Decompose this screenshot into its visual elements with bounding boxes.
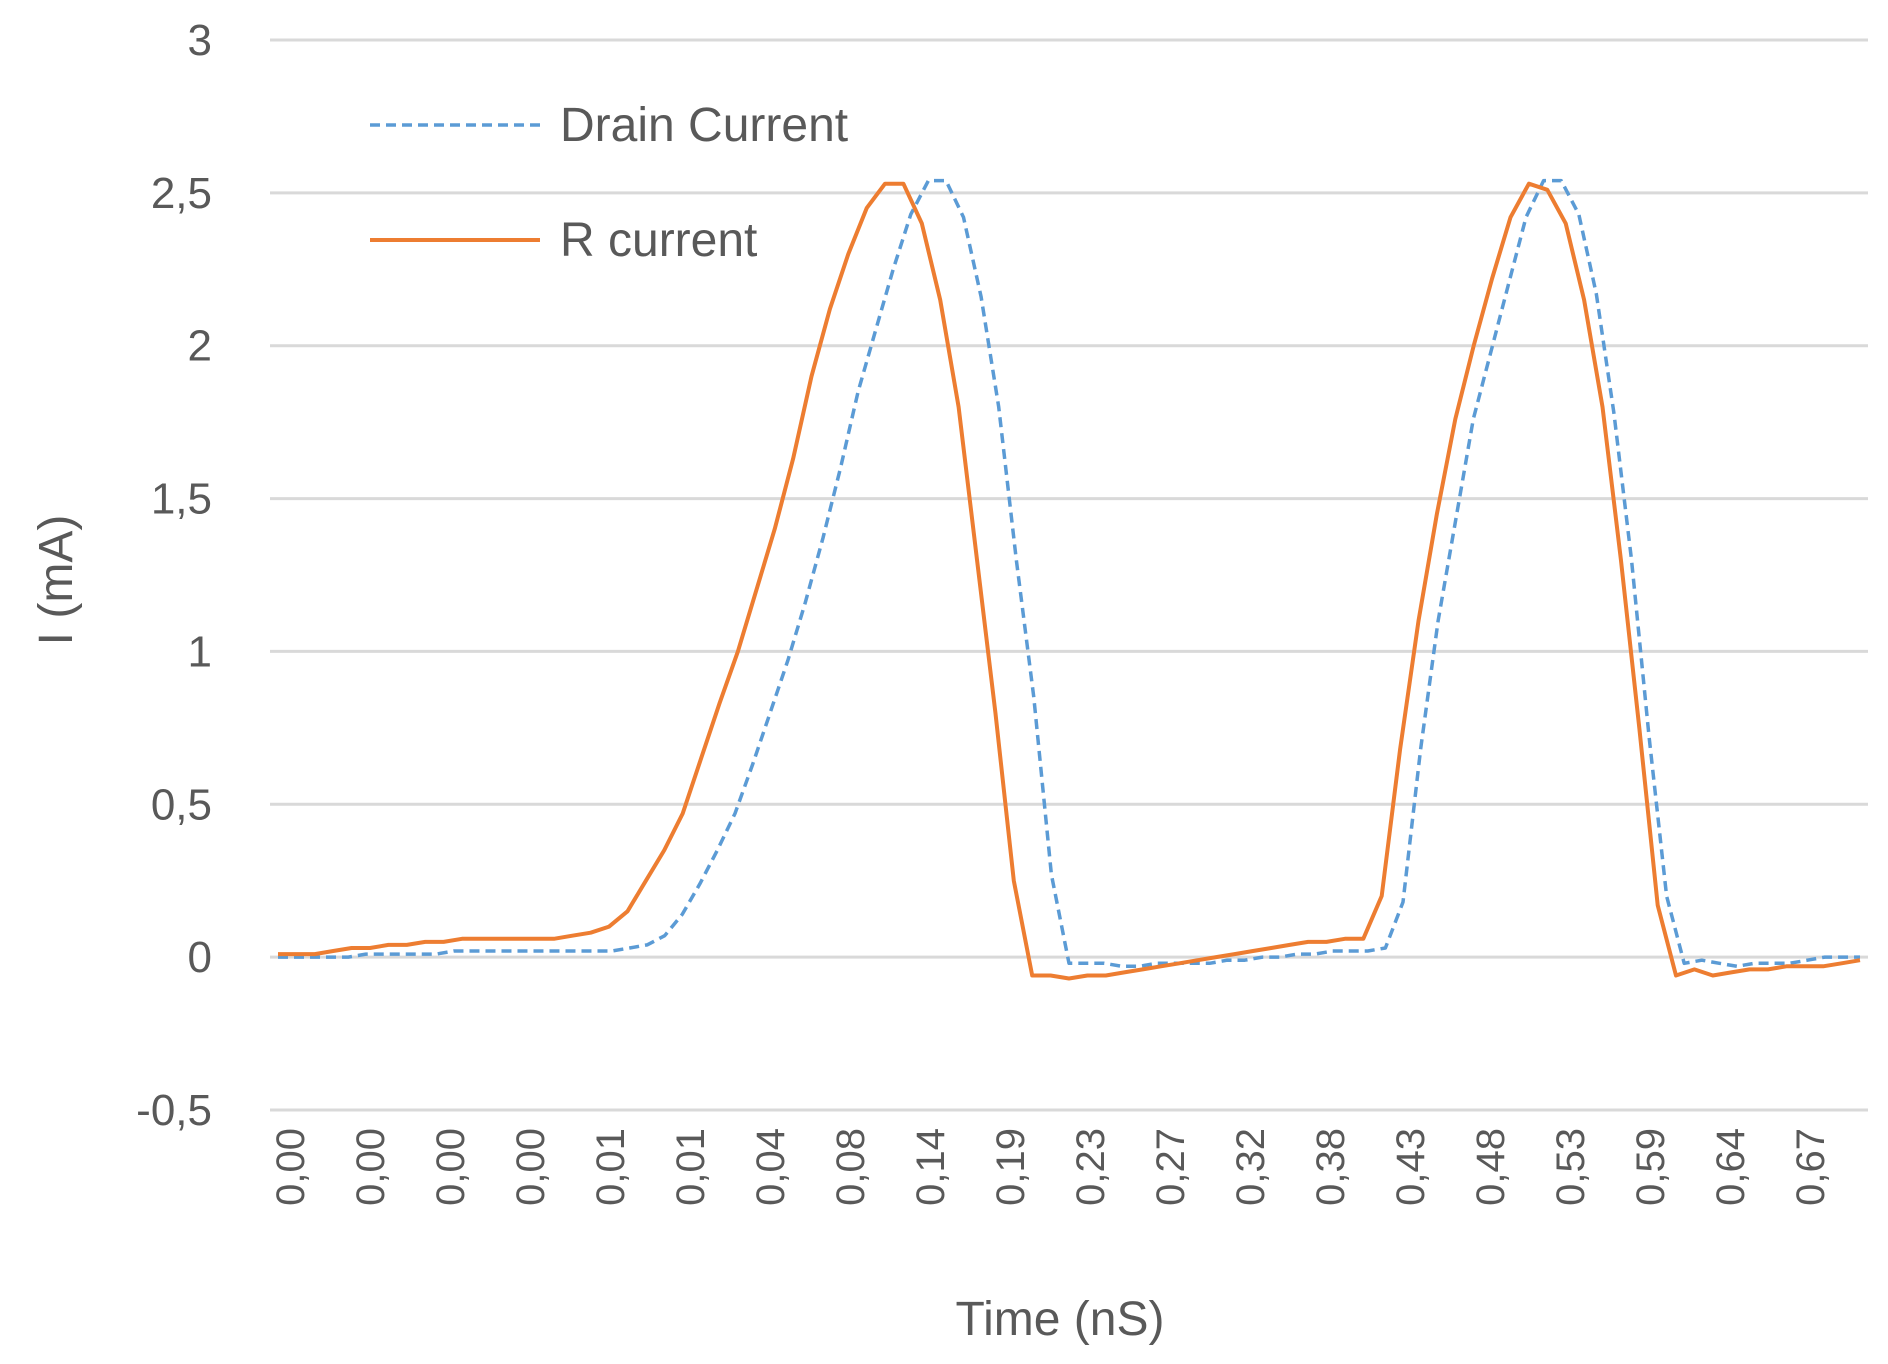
x-tick-label: 0,67	[1789, 1128, 1833, 1206]
x-tick-label: 0,00	[349, 1128, 393, 1206]
y-tick-label: 0,5	[151, 780, 212, 829]
y-tick-label: 1,5	[151, 475, 212, 524]
x-tick-label: 0,00	[509, 1128, 553, 1206]
y-tick-label: 2,5	[151, 169, 212, 218]
legend: Drain Current R current	[370, 99, 848, 267]
x-tick-label: 0,01	[589, 1128, 633, 1206]
x-tick-label: 0,38	[1309, 1128, 1353, 1206]
y-axis-ticks: 3 2,5 2 1,5 1 0,5 0 -0,5	[136, 16, 212, 1135]
x-tick-label: 0,00	[429, 1128, 473, 1206]
x-tick-label: 0,48	[1469, 1128, 1513, 1206]
x-tick-label: 0,04	[749, 1128, 793, 1206]
x-tick-label: 0,64	[1709, 1128, 1753, 1206]
x-tick-label: 0,08	[829, 1128, 873, 1206]
x-tick-label: 0,53	[1549, 1128, 1593, 1206]
x-tick-label: 0,43	[1389, 1128, 1433, 1206]
x-tick-label: 0,00	[269, 1128, 313, 1206]
x-axis-ticks: 0,00 0,00 0,00 0,00 0,01 0,01 0,04 0,08 0,14 0,19…	[269, 1128, 1833, 1206]
y-tick-label: 0	[188, 933, 212, 982]
x-tick-label: 0,23	[1069, 1128, 1113, 1206]
y-axis-title: I (mA)	[30, 515, 83, 646]
legend-label-drain-current: Drain Current	[560, 99, 848, 152]
y-tick-label: 1	[188, 627, 212, 676]
x-tick-label: 0,27	[1149, 1128, 1193, 1206]
x-tick-label: 0,32	[1229, 1128, 1273, 1206]
y-tick-label: -0,5	[136, 1086, 212, 1135]
x-tick-label: 0,01	[669, 1128, 713, 1206]
legend-label-r-current: R current	[560, 214, 757, 267]
x-axis-title: Time (nS)	[956, 1293, 1165, 1346]
series-line-r-current	[278, 184, 1860, 979]
x-tick-label: 0,19	[989, 1128, 1033, 1206]
x-tick-label: 0,59	[1629, 1128, 1673, 1206]
x-tick-label: 0,14	[909, 1128, 953, 1206]
series-group	[278, 181, 1860, 979]
y-tick-label: 2	[188, 322, 212, 371]
y-tick-label: 3	[188, 16, 212, 65]
